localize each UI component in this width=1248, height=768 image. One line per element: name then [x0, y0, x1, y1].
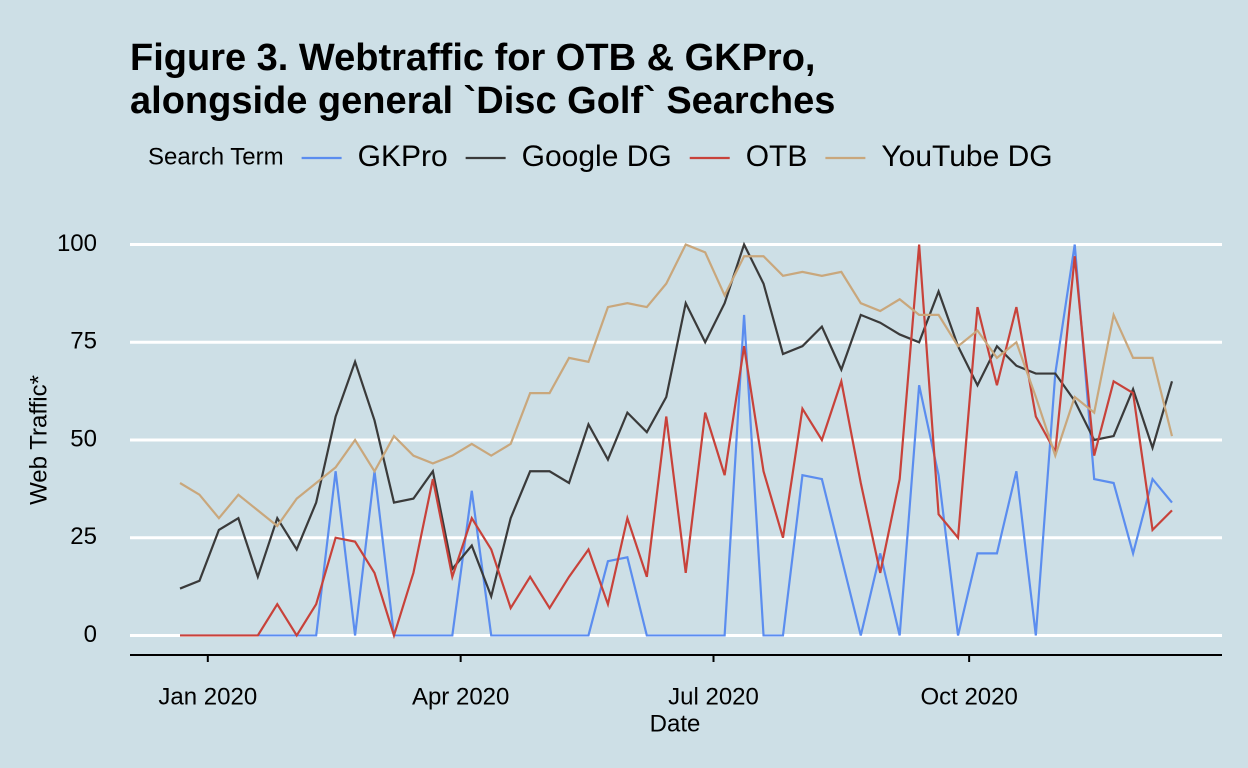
series-line [180, 244, 1173, 640]
x-tick-label: Jul 2020 [668, 683, 759, 710]
y-tick-label: 25 [70, 523, 97, 550]
x-tick-label: Apr 2020 [412, 683, 509, 710]
y-axis-title: Web Traffic* [25, 375, 52, 505]
series-line [179, 243, 1174, 528]
chart-title: alongside general `Disc Golf` Searches [130, 80, 835, 122]
x-tick-label: Jan 2020 [158, 683, 257, 710]
y-tick-label: 0 [84, 621, 97, 648]
legend-title: Search Term [148, 143, 284, 170]
y-tick-label: 100 [57, 230, 97, 257]
series-line [180, 244, 1173, 637]
legend-label: GKPro [358, 140, 448, 173]
chart-title: Figure 3. Webtraffic for OTB & GKPro, [130, 37, 815, 79]
y-tick-label: 75 [70, 328, 97, 355]
legend-label: OTB [746, 140, 808, 173]
x-tick-label: Oct 2020 [920, 683, 1017, 710]
y-tick-label: 50 [70, 425, 97, 452]
legend-label: Google DG [522, 140, 672, 173]
legend-label: YouTube DG [881, 140, 1052, 173]
x-axis-title: Date [650, 710, 701, 737]
series-line [179, 241, 1174, 601]
